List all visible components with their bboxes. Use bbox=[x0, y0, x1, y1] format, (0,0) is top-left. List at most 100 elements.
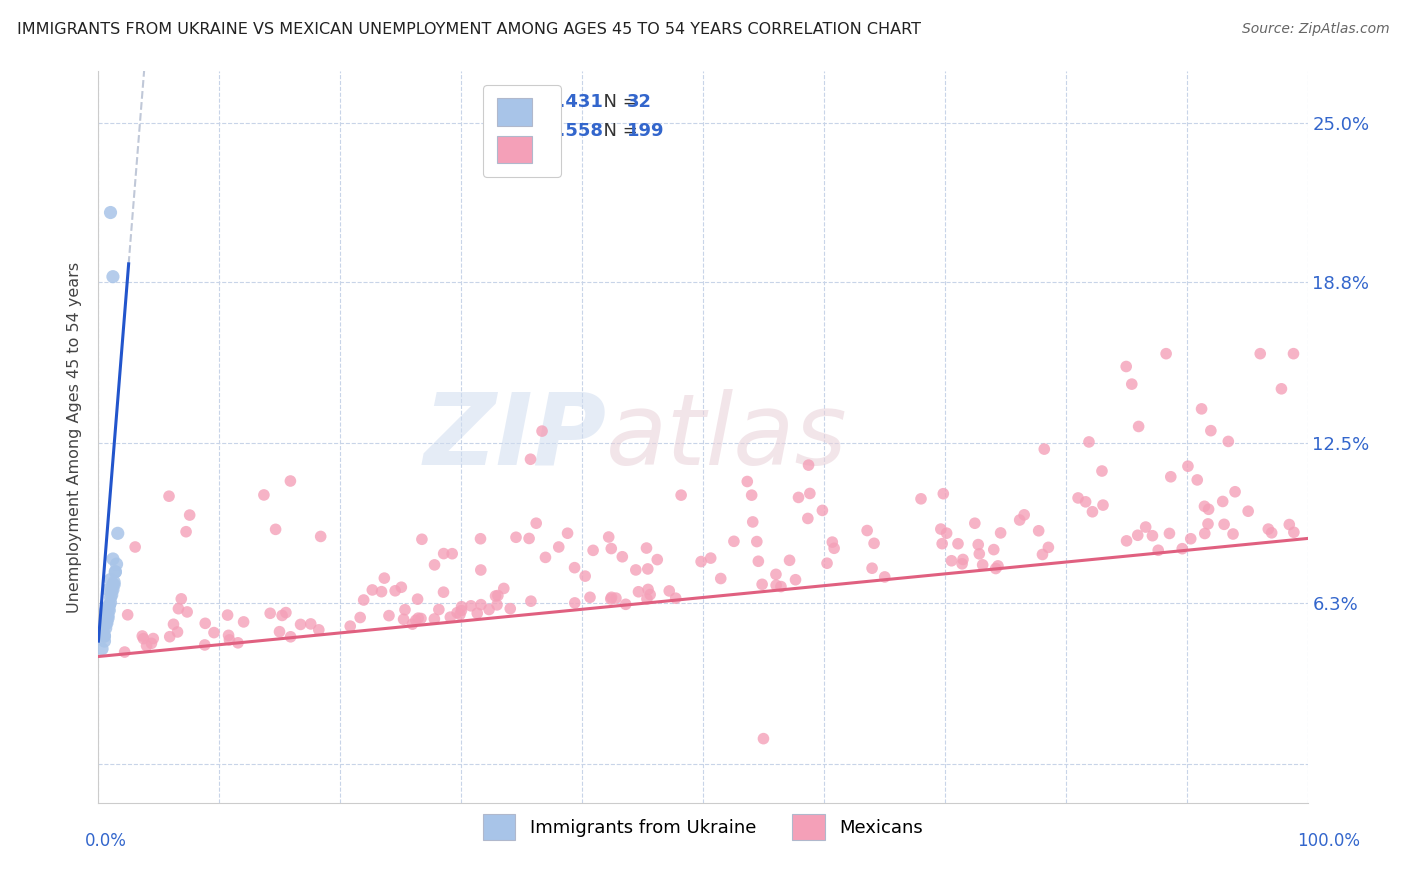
Point bbox=[485, 598, 508, 612]
Point bbox=[174, 524, 197, 539]
Point bbox=[101, 577, 124, 591]
Point bbox=[1191, 401, 1213, 416]
Point bbox=[97, 603, 120, 617]
Point bbox=[600, 541, 623, 556]
Text: atlas: atlas bbox=[606, 389, 848, 485]
Point bbox=[779, 553, 801, 567]
Point bbox=[799, 486, 821, 500]
Point bbox=[1091, 464, 1114, 478]
Point bbox=[1197, 516, 1219, 531]
Point bbox=[253, 488, 276, 502]
Point bbox=[194, 638, 217, 652]
Point bbox=[1194, 500, 1216, 514]
Point bbox=[274, 606, 297, 620]
Point bbox=[1028, 524, 1050, 538]
Point bbox=[409, 611, 432, 625]
Point bbox=[1222, 527, 1244, 541]
Point bbox=[232, 615, 254, 629]
Point bbox=[91, 624, 114, 638]
Point bbox=[1171, 541, 1194, 556]
Point bbox=[217, 608, 239, 623]
Point bbox=[564, 560, 586, 574]
Point bbox=[309, 529, 332, 543]
Point bbox=[117, 607, 139, 622]
Point bbox=[741, 488, 763, 502]
Point bbox=[1198, 502, 1220, 516]
Point bbox=[1194, 526, 1216, 541]
Point bbox=[574, 569, 596, 583]
Point bbox=[524, 516, 547, 531]
Point bbox=[745, 534, 768, 549]
Point bbox=[963, 516, 986, 531]
Point bbox=[280, 630, 302, 644]
Text: Source: ZipAtlas.com: Source: ZipAtlas.com bbox=[1241, 22, 1389, 37]
Point bbox=[226, 636, 249, 650]
Point bbox=[1142, 529, 1164, 543]
Point bbox=[135, 639, 157, 653]
Point bbox=[637, 562, 659, 576]
Point bbox=[167, 601, 190, 615]
Point bbox=[101, 552, 124, 566]
Text: N =: N = bbox=[592, 93, 644, 112]
Point bbox=[699, 551, 721, 566]
Point bbox=[94, 616, 117, 631]
Point bbox=[579, 591, 602, 605]
Point bbox=[1160, 469, 1182, 483]
Point bbox=[636, 591, 658, 606]
Point bbox=[1199, 424, 1222, 438]
Point bbox=[1081, 505, 1104, 519]
Point bbox=[856, 524, 879, 538]
Point bbox=[1212, 494, 1234, 508]
Point bbox=[1260, 525, 1282, 540]
Point bbox=[669, 488, 692, 502]
Text: N =: N = bbox=[592, 122, 644, 140]
Point bbox=[952, 552, 974, 566]
Point bbox=[406, 611, 429, 625]
Point bbox=[1135, 520, 1157, 534]
Text: 199: 199 bbox=[627, 122, 664, 140]
Point bbox=[373, 571, 395, 585]
Point bbox=[353, 593, 375, 607]
Point bbox=[627, 584, 650, 599]
Point bbox=[478, 602, 501, 616]
Point bbox=[1282, 525, 1305, 540]
Text: IMMIGRANTS FROM UKRAINE VS MEXICAN UNEMPLOYMENT AMONG AGES 45 TO 54 YEARS CORREL: IMMIGRANTS FROM UKRAINE VS MEXICAN UNEMP… bbox=[17, 22, 921, 37]
Point bbox=[392, 612, 415, 626]
Point bbox=[460, 599, 482, 613]
Point bbox=[405, 613, 427, 627]
Point bbox=[280, 474, 302, 488]
Point bbox=[769, 580, 792, 594]
Point bbox=[612, 549, 634, 564]
Point bbox=[1223, 484, 1246, 499]
Point bbox=[723, 534, 745, 549]
Point bbox=[614, 597, 637, 611]
Point bbox=[465, 606, 488, 620]
Point bbox=[450, 603, 472, 617]
Point bbox=[93, 629, 115, 643]
Point bbox=[470, 532, 492, 546]
Point bbox=[96, 616, 118, 631]
Point bbox=[104, 565, 127, 579]
Point bbox=[176, 605, 198, 619]
Point bbox=[202, 625, 225, 640]
Point bbox=[450, 599, 472, 614]
Point bbox=[520, 594, 543, 608]
Point bbox=[1128, 419, 1150, 434]
Point bbox=[638, 588, 661, 602]
Point bbox=[637, 582, 659, 597]
Point bbox=[1270, 382, 1292, 396]
Point bbox=[946, 537, 969, 551]
Point bbox=[131, 629, 153, 643]
Point bbox=[124, 540, 146, 554]
Point bbox=[470, 598, 492, 612]
Text: 32: 32 bbox=[627, 93, 652, 112]
Point bbox=[910, 491, 932, 506]
Point bbox=[269, 624, 291, 639]
Point bbox=[423, 558, 446, 572]
Point bbox=[349, 610, 371, 624]
Point bbox=[432, 585, 454, 599]
Text: 100.0%: 100.0% bbox=[1298, 831, 1360, 849]
Point bbox=[624, 563, 647, 577]
Point bbox=[179, 508, 201, 522]
Point bbox=[100, 588, 122, 602]
